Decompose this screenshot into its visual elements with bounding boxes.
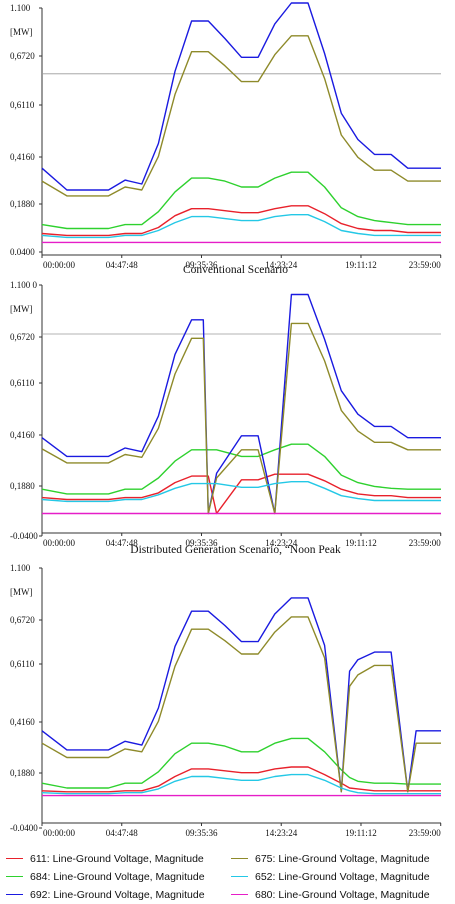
x-tick-label: 14:23:24 — [265, 260, 298, 270]
y-tick-label: 0,6720 — [10, 332, 35, 342]
y-tick-label: 0,1880 — [10, 768, 35, 778]
y-tick-label: -0.0400 — [10, 531, 38, 541]
series-line — [41, 171, 441, 230]
x-tick-label: 19:11:12 — [345, 538, 377, 548]
series-line — [41, 473, 441, 515]
series-line — [41, 205, 441, 237]
series-line — [41, 35, 441, 197]
series-line — [41, 597, 441, 793]
chart-panel: 1.100 0,6720 0,6110 0,4160 0,1880 -0.0400 [MW]… — [10, 563, 442, 838]
legend-label: 652: Line-Ground Voltage, Magnitude — [255, 871, 430, 883]
x-tick-label: 04:47:48 — [106, 828, 139, 838]
legend-label: 611: Line-Ground Voltage, Magnitude — [30, 853, 204, 865]
series-line — [41, 481, 441, 503]
x-tick-label: 00:00:00 — [43, 828, 76, 838]
x-tick-label: 23:59:00 — [409, 828, 442, 838]
series-line — [41, 616, 441, 793]
chart-caption: Distributed Generation Scenario, “Noon P… — [130, 544, 341, 556]
y-tick-label: 1.100 — [10, 563, 31, 573]
x-tick-label: 23:59:00 — [409, 538, 442, 548]
chart-panel: 1.100 0,6720 0,6110 0,4160 0,1880 0.0400 [MW] 0… — [10, 2, 442, 276]
legend-label: 675: Line-Ground Voltage, Magnitude — [255, 853, 430, 865]
legend-item: 652: Line-Ground Voltage, Magnitude — [231, 869, 430, 885]
series-line — [41, 322, 441, 515]
x-tick-label: 00:00:00 — [43, 538, 76, 548]
legend-item: 680: Line-Ground Voltage, Magnitude — [231, 887, 430, 903]
legend-swatch — [231, 875, 248, 877]
series-line — [41, 443, 441, 495]
y-tick-label: 1.100 — [10, 3, 31, 13]
x-tick-label: 09:35:36 — [185, 828, 218, 838]
series-line — [41, 773, 441, 795]
x-tick-label: 09:35:36 — [185, 538, 218, 548]
y-tick-label: 0,6720 — [10, 51, 35, 61]
series-line — [41, 293, 441, 515]
y-tick-label: 0,1880 — [10, 199, 35, 209]
y-tick-label: 0.0400 — [10, 247, 35, 257]
x-tick-label: 19:11:12 — [345, 828, 377, 838]
legend-label: 692: Line-Ground Voltage, Magnitude — [30, 889, 205, 901]
legend-item: 611: Line-Ground Voltage, Magnitude — [6, 851, 204, 867]
legend-item: 692: Line-Ground Voltage, Magnitude — [6, 887, 205, 903]
x-tick-label: 23:59:00 — [409, 260, 442, 270]
series-line — [41, 766, 441, 793]
x-tick-label: 19:11:12 — [345, 260, 377, 270]
legend-label: 680: Line-Ground Voltage, Magnitude — [255, 889, 430, 901]
legend-swatch — [6, 893, 23, 895]
legend-swatch — [6, 857, 23, 859]
series-line — [41, 213, 441, 239]
legend-item: 684: Line-Ground Voltage, Magnitude — [6, 869, 205, 885]
series-line — [41, 737, 441, 789]
y-tick-label: -0.0400 — [10, 823, 38, 833]
y-tick-label: 1.100 0 — [10, 280, 38, 290]
legend-swatch — [231, 857, 248, 859]
legend-swatch — [231, 893, 248, 895]
y-tick-label: 0,4160 — [10, 717, 35, 727]
legend-swatch — [6, 875, 23, 877]
y-tick-label: 0,4160 — [10, 152, 35, 162]
y-tick-label: 0,6110 — [10, 659, 35, 669]
y-tick-label: 0,6720 — [10, 615, 35, 625]
x-tick-label: 09:35:36 — [185, 260, 218, 270]
unit-label: [MW] — [10, 587, 33, 597]
unit-label: [MW] — [10, 27, 33, 37]
x-tick-label: 14:23:24 — [265, 538, 298, 548]
x-tick-label: 00:00:00 — [43, 260, 76, 270]
series-line — [41, 2, 441, 191]
x-tick-label: 04:47:48 — [106, 538, 139, 548]
legend-item: 675: Line-Ground Voltage, Magnitude — [231, 851, 430, 867]
legend-label: 684: Line-Ground Voltage, Magnitude — [30, 871, 205, 883]
chart-caption: Conventional Scenario — [183, 264, 288, 276]
unit-label: [MW] — [10, 304, 33, 314]
y-tick-label: 0,1880 — [10, 481, 35, 491]
y-tick-label: 0,6110 — [10, 100, 35, 110]
x-tick-label: 14:23:24 — [265, 828, 298, 838]
x-tick-label: 04:47:48 — [106, 260, 139, 270]
y-tick-label: 0,6110 — [10, 378, 35, 388]
y-tick-label: 0,4160 — [10, 430, 35, 440]
chart-panel: 1.100 0 0,6720 0,6110 0,4160 0,1880 -0.0400 [M… — [10, 280, 442, 556]
